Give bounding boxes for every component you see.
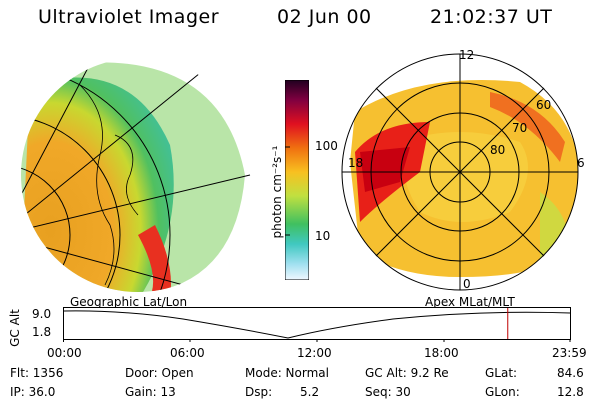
left-panel-caption: Geographic Lat/Lon bbox=[70, 295, 188, 309]
time-label: 21:02:37 UT bbox=[430, 6, 553, 28]
xtick-1200: 12:00 bbox=[297, 346, 332, 360]
altitude-plot bbox=[63, 307, 571, 342]
glon-value: 12.8 bbox=[557, 385, 584, 399]
instrument-title: Ultraviolet Imager bbox=[38, 6, 220, 28]
mlat-label-60: 60 bbox=[536, 98, 552, 112]
date-label: 02 Jun 00 bbox=[277, 6, 372, 28]
xtick-2359: 23:59 bbox=[552, 346, 587, 360]
mlt-label-12: 12 bbox=[459, 48, 475, 62]
xtick-0600: 06:00 bbox=[170, 346, 205, 360]
xtick-1800: 18:00 bbox=[424, 346, 459, 360]
sequence-number: Seq: 30 bbox=[365, 385, 411, 399]
door-status: Door: Open bbox=[125, 366, 194, 380]
colorbar-unit-label: photon cm⁻²s⁻¹ bbox=[270, 145, 284, 239]
glat-value: 84.6 bbox=[557, 366, 584, 380]
colorbar-tick-high: 100 bbox=[315, 139, 338, 153]
altitude-ytick-high: 9.0 bbox=[32, 307, 52, 321]
mode-status: Mode: Normal bbox=[245, 366, 329, 380]
altitude-ylabel: GC Alt bbox=[8, 309, 22, 347]
mlat-label-80: 80 bbox=[490, 143, 506, 157]
colorbar-tick-low: 10 bbox=[315, 229, 331, 243]
mlat-label-70: 70 bbox=[512, 121, 528, 135]
dsp-label: Dsp: bbox=[245, 385, 273, 399]
mlt-label-0: 0 bbox=[463, 277, 471, 291]
xtick-0000: 00:00 bbox=[47, 346, 82, 360]
polar-grid bbox=[341, 53, 579, 291]
gain-value: Gain: 13 bbox=[125, 385, 176, 399]
mlt-label-18: 18 bbox=[348, 156, 364, 170]
altitude-ytick-low: 1.8 bbox=[32, 325, 52, 339]
colorbar bbox=[285, 80, 309, 280]
geographic-image-panel bbox=[21, 58, 255, 292]
mlt-label-6: 6 bbox=[577, 156, 585, 170]
dsp-value: 5.2 bbox=[300, 385, 320, 399]
flight-number: Flt: 1356 bbox=[10, 366, 64, 380]
glon-label: GLon: bbox=[485, 385, 520, 399]
glat-label: GLat: bbox=[485, 366, 518, 380]
magnetic-polar-panel bbox=[341, 53, 579, 291]
gc-altitude: GC Alt: 9.2 Re bbox=[365, 366, 449, 380]
right-panel-caption: Apex MLat/MLT bbox=[425, 295, 515, 309]
ip-value: IP: 36.0 bbox=[10, 385, 56, 399]
